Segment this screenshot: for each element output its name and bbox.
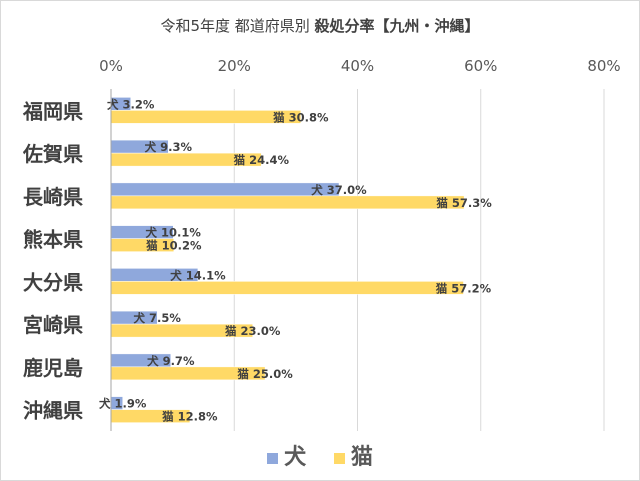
data-label: 犬 7.5% [134, 311, 182, 325]
legend-label-cat: 猫 [350, 445, 373, 470]
data-label: 猫 23.0% [225, 324, 281, 338]
data-label: 犬 3.2% [107, 97, 155, 111]
legend-item-cat: 猫 [333, 439, 373, 471]
chart-title: 令和5年度 都道府県別 殺処分率【九州・沖縄】 [1, 15, 639, 36]
category-label: 福岡県 [22, 99, 83, 123]
x-tick-label: 40% [341, 57, 374, 75]
legend-item-dog: 犬 [267, 439, 306, 471]
data-label: 猫 57.2% [436, 281, 492, 295]
category-label: 鹿児島 [23, 356, 83, 380]
data-label: 猫 30.8% [273, 110, 329, 124]
x-tick-label: 0% [99, 57, 123, 75]
chart-title-main: 令和5年度 都道府県別 [160, 17, 315, 35]
category-label: 長崎県 [23, 185, 83, 209]
category-label: 宮崎県 [23, 313, 83, 337]
data-label: 猫 24.4% [234, 153, 290, 167]
bar-dog [110, 182, 340, 197]
data-label: 猫 12.8% [162, 410, 218, 424]
legend-swatch-dog [267, 452, 279, 464]
data-label: 犬 1.9% [99, 397, 147, 411]
legend-swatch-cat [333, 452, 345, 464]
data-label: 猫 25.0% [237, 367, 293, 381]
chart-legend: 犬 猫 [1, 439, 639, 471]
data-label: 犬 9.3% [145, 140, 193, 154]
chart-title-bold: 殺処分率【九州・沖縄】 [314, 17, 480, 35]
category-label: 大分県 [23, 270, 83, 294]
data-label: 猫 57.3% [436, 196, 492, 210]
data-label: 犬 9.7% [147, 354, 195, 368]
x-tick-label: 60% [464, 57, 497, 75]
category-label: 佐賀県 [22, 142, 83, 166]
data-label: 犬 10.1% [146, 226, 202, 240]
bar-cat [110, 195, 465, 210]
x-tick-label: 20% [218, 57, 251, 75]
x-tick-label: 80% [587, 57, 620, 75]
data-label: 犬 37.0% [311, 183, 367, 197]
category-label: 沖縄県 [23, 399, 83, 423]
bar-cat [110, 281, 464, 295]
data-label: 犬 14.1% [170, 268, 226, 282]
legend-label-dog: 犬 [284, 445, 307, 470]
data-label: 猫 10.2% [146, 239, 202, 253]
category-label: 熊本県 [23, 228, 83, 252]
